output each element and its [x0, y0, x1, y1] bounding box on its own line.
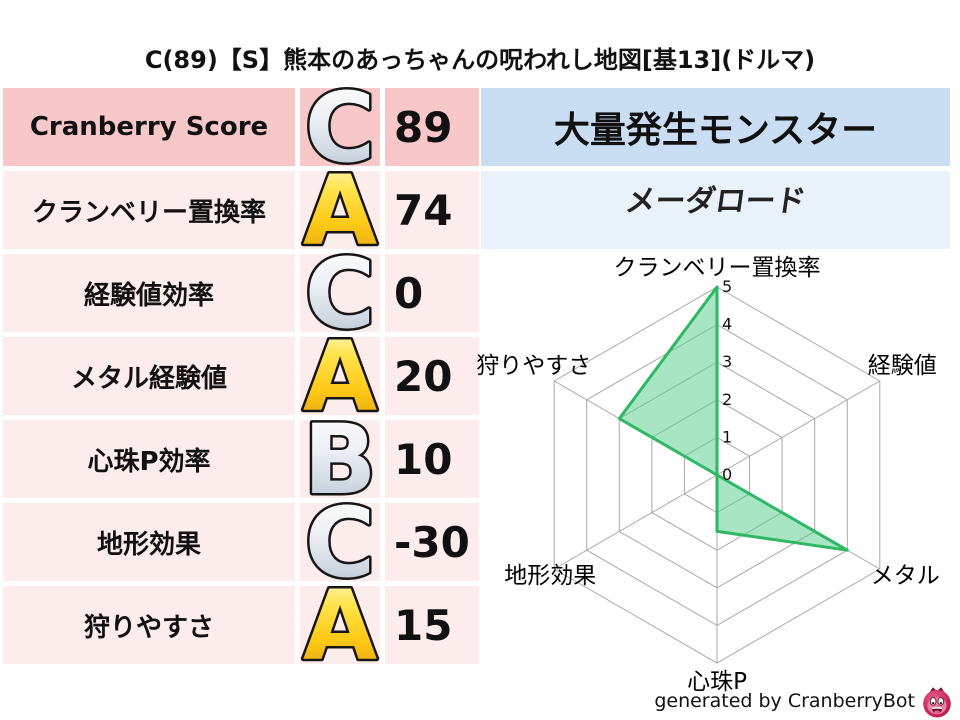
grade-badge-icon: C	[300, 485, 380, 602]
radar-tick-label: 5	[722, 277, 732, 296]
monster-panel-header: 大量発生モンスター	[481, 88, 950, 166]
stat-label: クランベリー置換率	[3, 171, 295, 249]
grade-badge-icon: A	[300, 153, 380, 270]
grade-badge-icon: A	[300, 568, 380, 685]
stat-row: 地形効果 C -30	[3, 485, 479, 602]
stat-label: Cranberry Score	[3, 88, 295, 166]
radar-tick-label: 1	[722, 427, 732, 446]
radar-tick-label: 4	[722, 315, 732, 334]
stats-table: Cranberry Score C 89 クランベリー置換率 A 74 経験値効率 C 0 メタル…	[3, 70, 479, 685]
stat-label: メタル経験値	[3, 337, 295, 415]
stat-row: 経験値効率 C 0	[3, 236, 479, 353]
radar-axis-spoke	[553, 474, 718, 570]
cranberry-bot-logo-icon	[923, 687, 951, 718]
stat-label: 狩りやすさ	[3, 586, 295, 664]
stat-label: 地形効果	[3, 503, 295, 581]
radar-axis-label: メタル	[871, 563, 940, 589]
grade-badge-icon: A	[300, 319, 380, 436]
radar-tick-label: 2	[722, 390, 732, 409]
radar-axis-label: 狩りやすさ	[476, 353, 591, 379]
stat-label: 心珠P効率	[3, 420, 295, 498]
stat-value: 74	[385, 171, 479, 249]
stat-row: Cranberry Score C 89	[3, 70, 479, 187]
page-title: C(89)【S】熊本のあっちゃんの呪われし地図[基13](ドルマ)	[144, 46, 816, 74]
stat-value: 0	[385, 254, 479, 332]
monster-name: メーダロード	[622, 184, 808, 219]
radar-axis-label: 地形効果	[504, 563, 596, 589]
monster-name-panel: メーダロード	[481, 171, 950, 249]
radar-tick-label: 3	[722, 352, 732, 371]
grade-letter: A	[303, 321, 377, 433]
stat-value: 15	[385, 586, 479, 664]
stat-value: 20	[385, 337, 479, 415]
radar-axis-label: 心珠P	[687, 669, 747, 695]
stat-row: クランベリー置換率 A 74	[3, 153, 479, 270]
grade-letter: B	[303, 404, 376, 516]
grade-letter: C	[305, 238, 375, 350]
grade-letter: C	[305, 72, 375, 184]
stat-label: 経験値効率	[3, 254, 295, 332]
radar-axis-spoke	[716, 380, 881, 476]
grade-badge-icon: C	[300, 236, 380, 353]
stat-row: 狩りやすさ A 15	[3, 568, 479, 685]
stat-row: メタル経験値 A 20	[3, 319, 479, 436]
radar-axis-label: 経験値	[868, 353, 937, 379]
radar-data-polygon	[617, 285, 849, 552]
stat-value: 10	[385, 420, 479, 498]
credit-text: generated by CranberryBot	[654, 690, 915, 712]
grade-letter: A	[303, 155, 377, 267]
grade-badge-icon: B	[300, 402, 380, 519]
radar-tick-label: 0	[722, 465, 732, 484]
footer: generated by CranberryBot	[0, 684, 954, 718]
stat-row: 心珠P効率 B 10	[3, 402, 479, 519]
stat-value: -30	[385, 503, 479, 581]
grade-badge-icon: C	[300, 70, 380, 187]
grade-letter: C	[305, 487, 375, 599]
stat-value: 89	[385, 88, 479, 166]
grade-letter: A	[303, 570, 377, 682]
radar-axis-label: クランベリー置換率	[614, 255, 821, 281]
